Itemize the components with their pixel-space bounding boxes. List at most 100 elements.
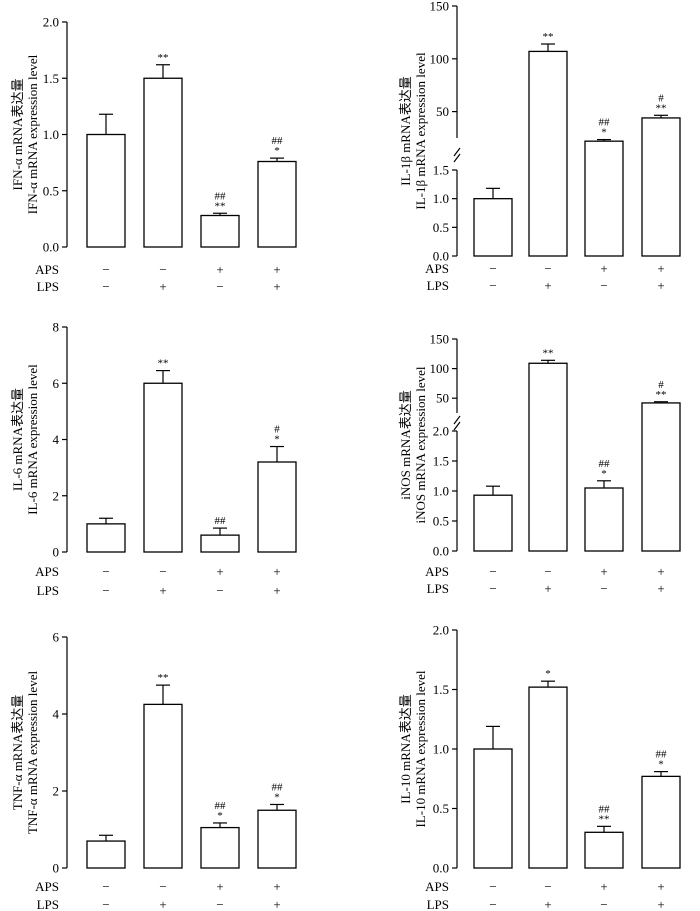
bar	[200, 826, 240, 869]
significance-label: **	[656, 389, 667, 401]
significance-label: **	[158, 358, 169, 370]
y-tick-label: 2	[53, 784, 60, 799]
panel-inos: 0.0 0.5 1.0 1.5 2.0 50 100 150 iNOS mRNA表达量 iNOS …	[398, 332, 681, 596]
condition-mark: −	[600, 278, 607, 293]
y-axis-label-en: IFN-α mRNA expression level	[25, 54, 40, 214]
bar	[200, 534, 240, 553]
condition-mark: −	[544, 879, 551, 894]
condition-mark: +	[544, 581, 551, 596]
y-axis-label-cn: IL-6 mRNA表达量	[10, 388, 25, 491]
y-tick-label: 0.5	[43, 183, 59, 198]
bar	[528, 362, 568, 552]
y-axis-label-en: IL-6 mRNA expression level	[25, 364, 40, 515]
condition-mark: +	[159, 279, 166, 294]
y-tick-label: 1.0	[43, 127, 59, 142]
bar	[200, 214, 240, 248]
y-axis-label-cn: TNF-α mRNA表达量	[10, 695, 25, 811]
condition-mark: −	[159, 879, 166, 894]
significance-label: **	[215, 200, 226, 212]
condition-row-label: APS	[425, 261, 449, 276]
significance-label: #	[658, 92, 664, 104]
condition-mark: −	[600, 581, 607, 596]
y-axis-label-cn: IL-10 mRNA表达量	[398, 694, 413, 803]
condition-mark: +	[657, 581, 664, 596]
condition-mark: +	[544, 278, 551, 293]
condition-row-label: LPS	[37, 897, 59, 911]
condition-mark: −	[102, 564, 109, 579]
y-tick-label: 1.0	[433, 191, 449, 206]
condition-mark: +	[273, 262, 280, 277]
condition-mark: −	[216, 279, 223, 294]
significance-label: ##	[272, 781, 284, 793]
condition-mark: +	[216, 262, 223, 277]
condition-mark: +	[600, 261, 607, 276]
y-axis-label-cn: iNOS mRNA表达量	[398, 390, 413, 499]
condition-row-label: APS	[35, 262, 59, 277]
y-tick-label: 1.0	[433, 484, 449, 499]
y-tick-label: 4	[53, 707, 60, 722]
y-axis-label-cn: IFN-α mRNA表达量	[10, 79, 25, 191]
y-tick-label: 100	[430, 51, 450, 66]
condition-mark: +	[657, 261, 664, 276]
y-tick-label: 1.5	[433, 163, 449, 178]
condition-row-label: APS	[35, 879, 59, 894]
bar	[641, 775, 681, 869]
y-axis-label-en: TNF-α mRNA expression level	[25, 671, 40, 835]
panel-il6: 0 2 4 6 8 IL-6 mRNA表达量 IL-6 mRNA expression le…	[10, 320, 297, 598]
condition-mark: +	[273, 279, 280, 294]
condition-row-label: LPS	[427, 581, 449, 596]
bar	[528, 50, 568, 257]
y-tick-label: 0.0	[433, 544, 449, 559]
condition-mark: −	[489, 581, 496, 596]
y-axis-label-en: IL-10 mRNA expression level	[413, 670, 428, 827]
bar	[143, 382, 183, 553]
significance-label: ##	[599, 117, 611, 129]
significance-label: **	[158, 672, 169, 684]
y-tick-label: 6	[53, 376, 60, 391]
condition-row-label: APS	[425, 879, 449, 894]
axis-break-mark	[453, 415, 461, 425]
significance-label: **	[158, 52, 169, 64]
y-tick-label: 150	[430, 0, 450, 14]
panel-tnf: 0 2 4 6 TNF-α mRNA表达量 TNF-α mRNA expression l…	[10, 630, 297, 911]
condition-mark: −	[216, 583, 223, 598]
y-tick-label: 2	[53, 488, 60, 503]
bar	[473, 494, 513, 552]
y-axis-label-cn: IL-1β mRNA表达量	[398, 76, 413, 186]
y-tick-label: 0	[53, 861, 60, 876]
significance-label: *	[274, 434, 280, 446]
significance-label: **	[543, 31, 554, 43]
significance-label: ##	[656, 749, 668, 761]
condition-mark: −	[544, 261, 551, 276]
significance-label: ##	[599, 458, 611, 470]
bar	[86, 840, 126, 869]
condition-row-label: APS	[35, 564, 59, 579]
significance-label: ##	[215, 515, 227, 527]
bar	[473, 748, 513, 869]
condition-mark: −	[159, 262, 166, 277]
condition-row-label: LPS	[37, 583, 59, 598]
condition-row-label: LPS	[427, 278, 449, 293]
y-tick-label: 100	[430, 361, 450, 376]
condition-mark: −	[102, 279, 109, 294]
condition-mark: +	[273, 879, 280, 894]
condition-mark: +	[216, 564, 223, 579]
y-tick-label: 6	[53, 630, 60, 645]
significance-label: ##	[272, 135, 284, 147]
condition-mark: +	[657, 897, 664, 911]
y-tick-label: 8	[53, 320, 60, 335]
condition-mark: −	[489, 564, 496, 579]
bar	[257, 809, 297, 869]
condition-mark: +	[273, 897, 280, 911]
y-axis-label-en: IL-1β mRNA expression level	[413, 52, 428, 210]
condition-mark: +	[657, 564, 664, 579]
y-tick-label: 0	[53, 545, 60, 560]
significance-label: *	[658, 759, 664, 771]
condition-row-label: APS	[425, 564, 449, 579]
y-tick-label: 0.5	[433, 514, 449, 529]
condition-mark: +	[600, 564, 607, 579]
condition-row-label: LPS	[427, 897, 449, 911]
condition-mark: −	[489, 897, 496, 911]
significance-label: *	[601, 127, 607, 139]
